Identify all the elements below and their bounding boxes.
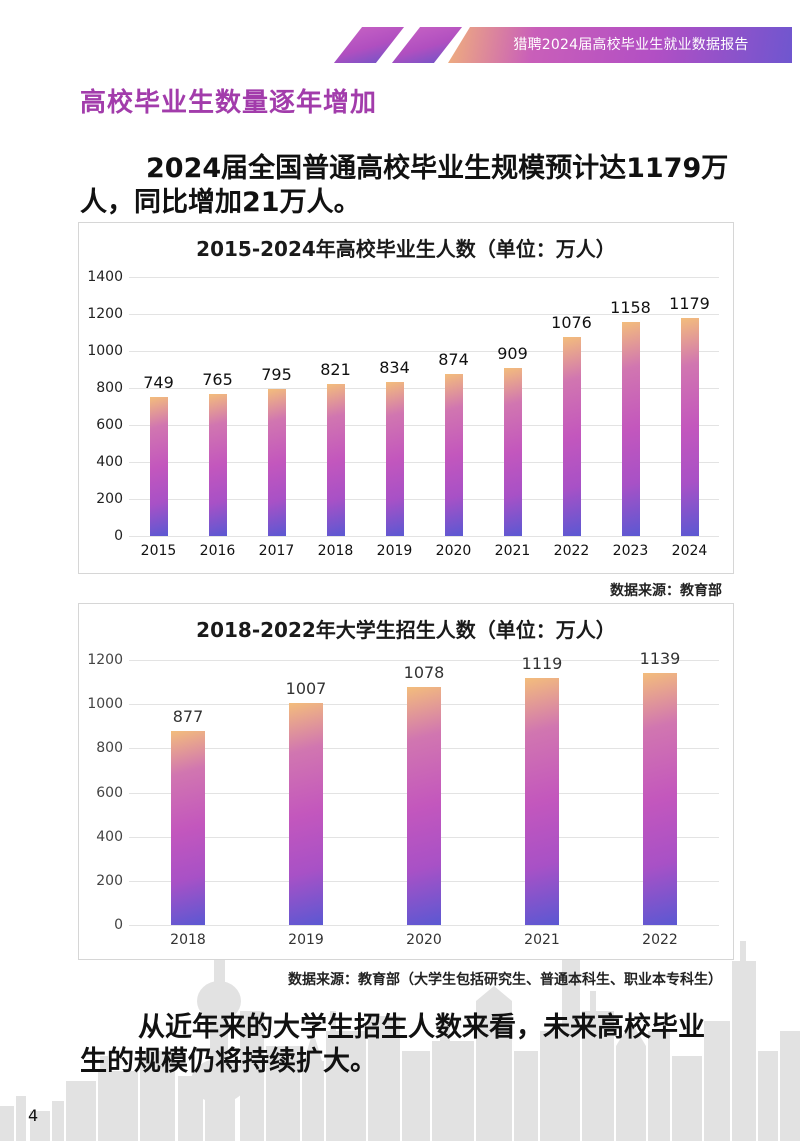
- bar: [208, 394, 227, 536]
- chart-plot-area: 0 200 400 600 800 1000 1200 877 2018 1007 2019 1078…: [79, 604, 735, 961]
- bar: [444, 374, 463, 536]
- bar-value-label: 1179: [669, 293, 710, 313]
- intro-paragraph: 2024届全国普通高校毕业生规模预计达1179万人，同比增加21万人。: [80, 153, 729, 218]
- x-axis-tick-label: 2023: [612, 543, 649, 559]
- x-axis-tick-label: 2018: [317, 543, 354, 559]
- x-axis-tick-label: 2018: [170, 932, 206, 948]
- bar: [643, 673, 677, 925]
- bar-value-label: 1119: [521, 653, 563, 673]
- bar-value-label: 1007: [285, 678, 327, 698]
- x-axis-tick-label: 2015: [140, 543, 177, 559]
- bar-value-label: 821: [320, 360, 351, 380]
- bar-value-label: 874: [438, 350, 469, 370]
- x-axis-tick-label: 2021: [524, 932, 560, 948]
- x-axis-tick-label: 2020: [435, 543, 472, 559]
- bar: [407, 686, 441, 925]
- x-axis-tick-label: 2021: [494, 543, 531, 559]
- header-stripe-1: [333, 27, 405, 63]
- bar-value-label: 877: [172, 707, 204, 727]
- gridline: [129, 925, 719, 926]
- bar: [562, 336, 581, 536]
- gridline: [129, 425, 719, 426]
- bar: [680, 317, 699, 536]
- y-axis-tick-label: 0: [114, 917, 123, 933]
- y-axis-tick-label: 1200: [87, 306, 123, 322]
- y-axis-tick-label: 1000: [87, 696, 123, 713]
- city-skyline-background: [0, 901, 800, 1141]
- gridline: [129, 536, 719, 537]
- gridline: [129, 660, 719, 661]
- enrollment-chart: 2018-2022年大学生招生人数（单位：万人） 0 200 400 600 800 10…: [78, 603, 734, 960]
- gridline: [129, 462, 719, 463]
- bar: [267, 388, 286, 536]
- x-axis-tick-label: 2024: [671, 543, 708, 559]
- conclusion-paragraph: 从近年来的大学生招生人数来看，未来高校毕业生的规模仍将持续扩大。: [80, 1012, 705, 1077]
- bar: [149, 397, 168, 536]
- x-axis-tick-label: 2019: [288, 932, 324, 948]
- bar-value-label: 909: [497, 343, 528, 363]
- y-axis-tick-label: 600: [96, 784, 123, 801]
- y-axis-tick-label: 1000: [87, 343, 123, 359]
- chart-title: 2015-2024年高校毕业生人数（单位：万人）: [196, 237, 616, 261]
- report-title: 猎聘2024届高校毕业生就业数据报告: [513, 37, 749, 53]
- header-banner: [448, 27, 792, 63]
- y-axis-tick-label: 200: [96, 491, 123, 507]
- chart-title: 2018-2022年大学生招生人数（单位：万人）: [196, 618, 616, 642]
- section-heading: 高校毕业生数量逐年增加: [80, 88, 378, 118]
- chart-plot-area: 0 200 400 600 800 1000 1200 1400 749 2015 765 2016 7…: [79, 223, 735, 575]
- gridline: [129, 351, 719, 352]
- y-axis-tick-label: 1400: [87, 269, 123, 285]
- graduates-chart: 2015-2024年高校毕业生人数（单位：万人） 0 200 400 600 800 10…: [78, 222, 734, 574]
- x-axis-tick-label: 2022: [642, 932, 678, 948]
- bar: [525, 677, 559, 925]
- x-axis-tick-label: 2016: [199, 543, 236, 559]
- gridline: [129, 388, 719, 389]
- bar: [503, 367, 522, 536]
- bar: [326, 384, 345, 536]
- y-axis-tick-label: 400: [96, 454, 123, 470]
- bar-value-label: 1158: [610, 297, 651, 317]
- bar-value-label: 1078: [403, 662, 445, 682]
- chart-source-note: 数据来源：教育部: [610, 583, 722, 599]
- bar-value-label: 749: [143, 373, 174, 393]
- y-axis-tick-label: 400: [96, 828, 123, 845]
- y-axis-tick-label: 200: [96, 872, 123, 889]
- y-axis-tick-label: 0: [114, 528, 123, 544]
- x-axis-tick-label: 2017: [258, 543, 295, 559]
- bar-value-label: 834: [379, 357, 410, 377]
- gridline: [129, 314, 719, 315]
- x-axis-tick-label: 2020: [406, 932, 442, 948]
- bar-value-label: 1139: [639, 649, 681, 669]
- bar: [621, 321, 640, 536]
- y-axis-tick-label: 1200: [87, 652, 123, 668]
- bar: [289, 702, 323, 925]
- bar-value-label: 795: [261, 364, 292, 384]
- gridline: [129, 277, 719, 278]
- y-axis-tick-label: 800: [96, 380, 123, 396]
- x-axis-tick-label: 2019: [376, 543, 413, 559]
- chart-source-note: 数据来源：教育部（大学生包括研究生、普通本科生、职业本专科生）: [288, 972, 722, 988]
- gridline: [129, 499, 719, 500]
- bar-value-label: 1076: [551, 312, 592, 332]
- y-axis-tick-label: 800: [96, 740, 123, 757]
- x-axis-tick-label: 2022: [553, 543, 590, 559]
- bar-value-label: 765: [202, 370, 233, 390]
- bar: [171, 731, 205, 925]
- bar: [385, 381, 404, 536]
- page-number: 4: [28, 1106, 39, 1125]
- y-axis-tick-label: 600: [96, 417, 123, 433]
